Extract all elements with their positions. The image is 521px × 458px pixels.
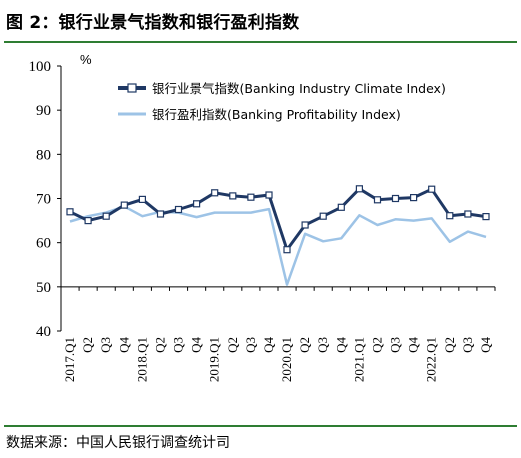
data-point-climate [265, 191, 273, 199]
y-unit-label: % [80, 52, 92, 67]
data-point-climate [156, 210, 165, 218]
legend-item-climate: 银行业景气指数(Banking Industry Climate Index) [118, 81, 446, 96]
x-tick-label: Q4 [116, 337, 131, 353]
y-tick-label: 80 [36, 147, 51, 163]
x-tick-label: Q4 [406, 337, 421, 353]
x-tick-label: Q2 [297, 337, 312, 353]
data-point-climate [174, 205, 183, 214]
y-tick-label: 70 [36, 192, 51, 208]
y-tick-label: 90 [36, 103, 51, 119]
x-tick-label: Q2 [152, 337, 167, 353]
x-tick-label: Q2 [80, 337, 95, 353]
legend: 银行业景气指数(Banking Industry Climate Index) … [118, 81, 446, 122]
y-axis: 40 50 60 70 80 90 100 [29, 59, 62, 340]
x-tick-label: 2021.Q1 [351, 337, 366, 382]
data-point-climate [428, 185, 436, 193]
x-tick-label: Q3 [315, 337, 330, 353]
data-point-climate [446, 212, 454, 220]
x-tick-label: Q3 [460, 337, 475, 353]
data-point-climate [66, 208, 74, 216]
data-point-climate [102, 212, 110, 220]
series-group [66, 185, 490, 286]
data-point-climate [211, 189, 219, 197]
x-tick-label: Q2 [442, 337, 457, 353]
x-tick-label: 2018.Q1 [134, 337, 149, 382]
data-point-climate [193, 200, 201, 208]
x-tick-label: Q2 [369, 337, 384, 353]
figure-title: 图 2：银行业景气指数和银行盈利指数 [6, 13, 300, 33]
x-tick-label: Q3 [388, 337, 403, 353]
x-tick-label: Q3 [98, 337, 113, 353]
title-divider [4, 41, 517, 43]
data-point-climate [373, 196, 382, 204]
x-tick-label: Q3 [171, 337, 186, 353]
x-tick-label: 2022.Q1 [424, 337, 439, 382]
x-axis: 2017.Q1 Q2 Q3 Q4 2018.Q1 Q2 Q3 Q4 2019.Q1 Q2 Q3 Q4 2… [60, 286, 496, 382]
y-tick-label: 60 [36, 236, 51, 252]
y-tick-label: 100 [29, 59, 52, 75]
y-tick-label: 40 [36, 324, 51, 340]
data-point-climate [247, 193, 255, 201]
data-point-climate [355, 185, 363, 193]
data-point-climate [120, 201, 128, 209]
data-point-climate [482, 213, 490, 221]
legend-label-profitability: 银行盈利指数(Banking Profitability Index) [152, 107, 401, 122]
legend-item-profitability: 银行盈利指数(Banking Profitability Index) [118, 107, 401, 122]
x-tick-label: Q4 [333, 337, 348, 353]
x-tick-label: 2020.Q1 [279, 337, 294, 382]
x-tick-label: Q2 [225, 337, 240, 353]
source-divider [4, 425, 517, 427]
series-line-profitability [69, 205, 487, 286]
data-point-climate [138, 195, 146, 203]
x-tick-label: Q4 [478, 337, 493, 353]
data-point-climate [229, 192, 237, 200]
legend-label-climate: 银行业景气指数(Banking Industry Climate Index) [152, 81, 446, 96]
x-tick-label: Q3 [243, 337, 258, 353]
y-tick-label: 50 [36, 280, 51, 296]
x-tick-label: Q4 [189, 337, 204, 353]
data-point-climate [464, 210, 472, 218]
data-point-climate [84, 217, 92, 225]
data-point-climate [301, 221, 309, 229]
x-tick-label: 2017.Q1 [62, 337, 77, 382]
data-point-climate [391, 194, 400, 203]
x-tick-label: Q4 [261, 337, 276, 353]
source-note: 数据来源：中国人民银行调查统计司 [6, 435, 230, 451]
data-point-climate [319, 212, 327, 220]
data-point-climate [283, 246, 291, 254]
data-point-climate [337, 203, 345, 211]
data-point-climate [410, 194, 418, 202]
x-tick-label: 2019.Q1 [207, 337, 222, 382]
